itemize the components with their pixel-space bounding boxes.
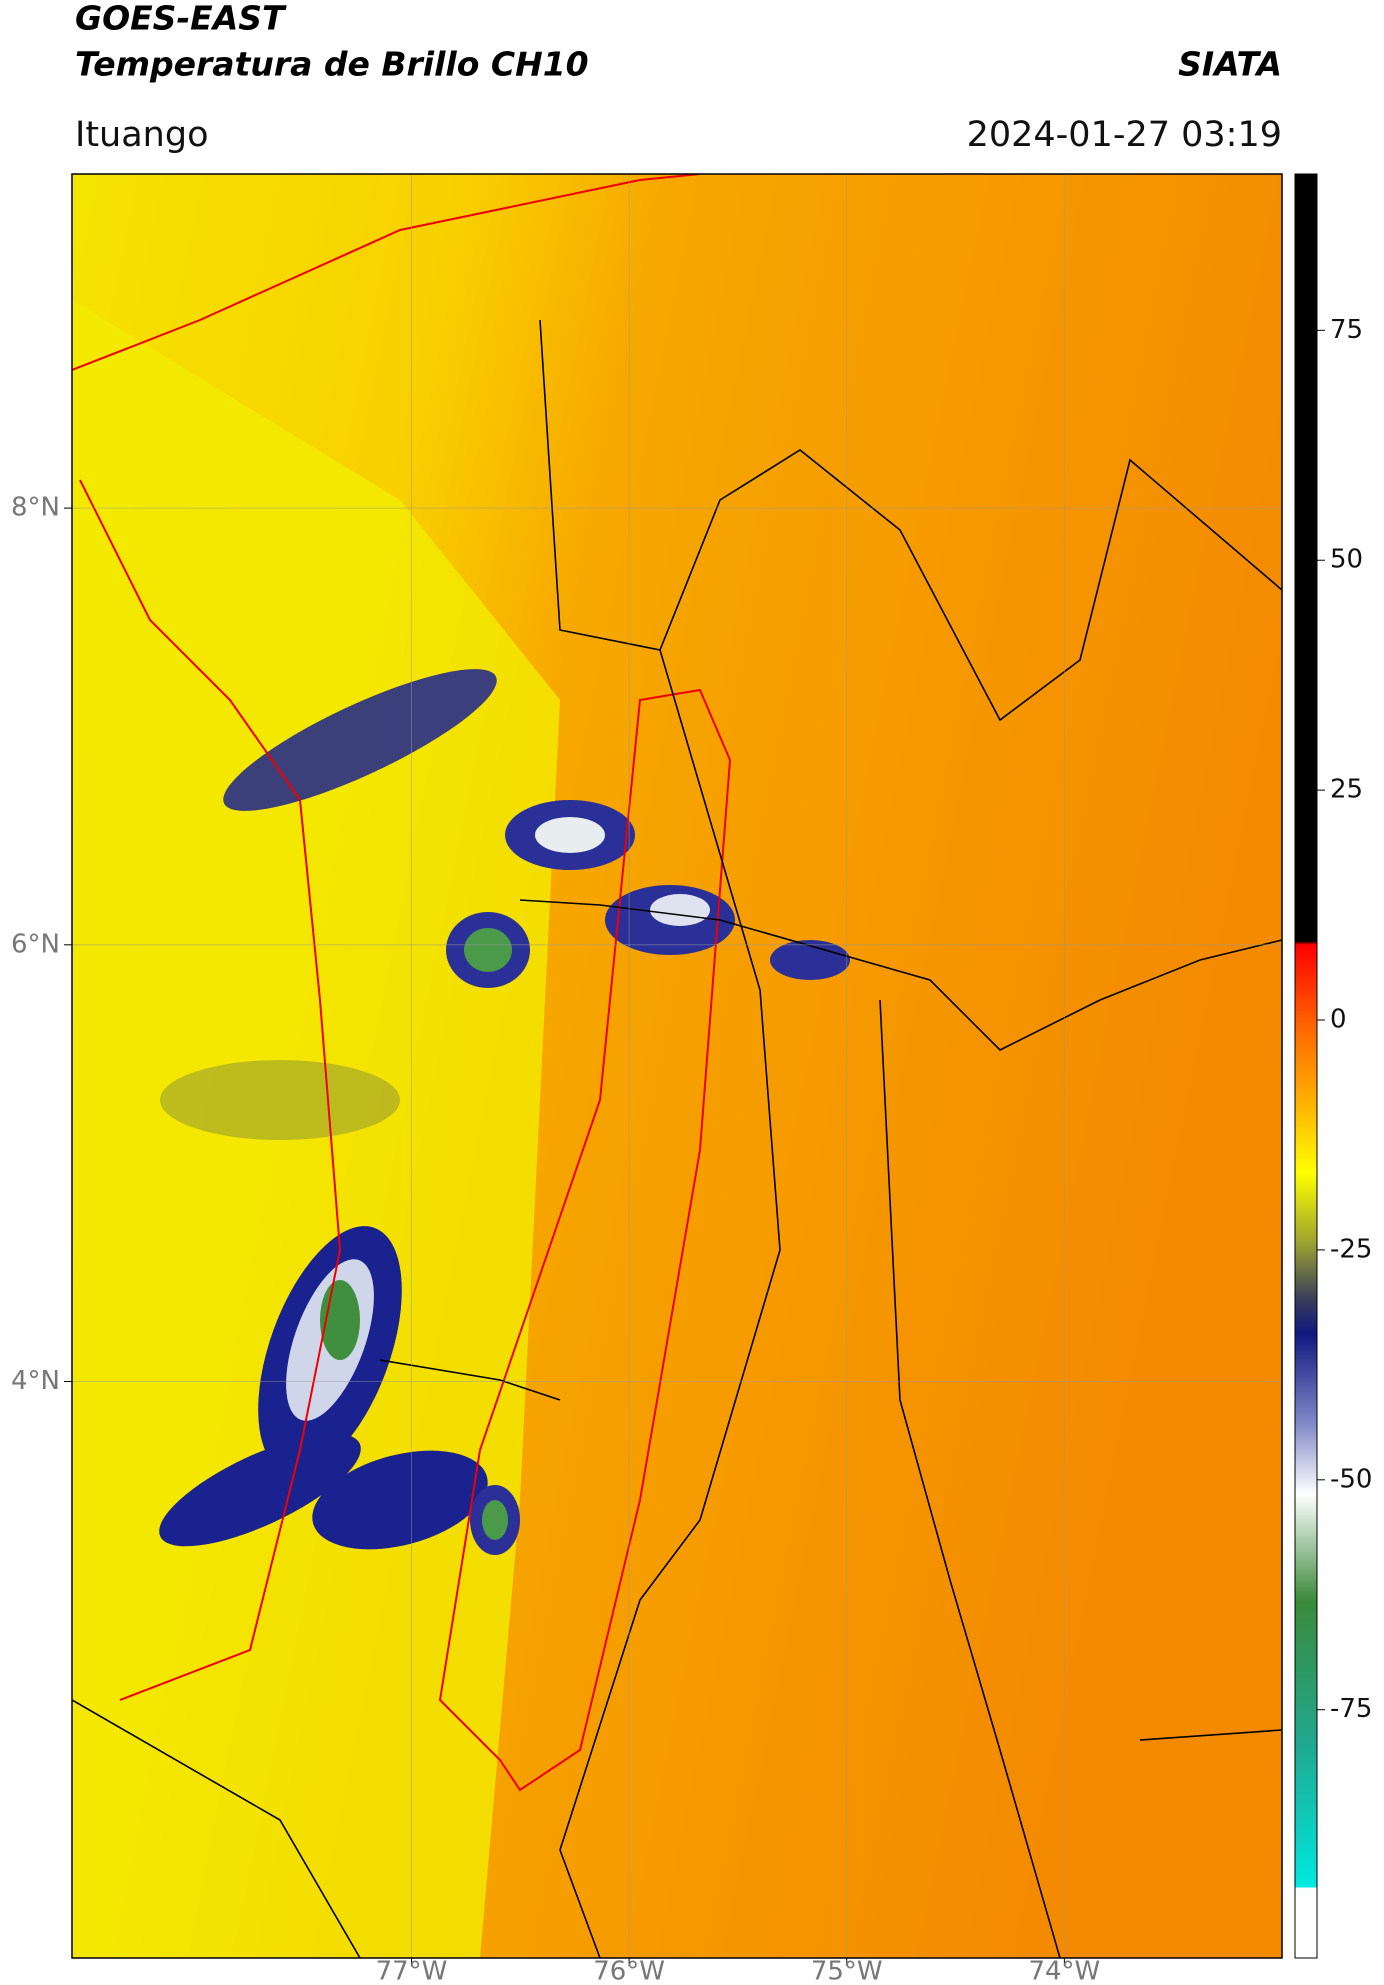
- colorbar-tick-label: 50: [1330, 545, 1363, 575]
- timestamp: 2024-01-27 03:19: [967, 115, 1282, 155]
- lon-tick-label: 75°W: [811, 1957, 883, 1982]
- lat-tick-label: 4°N: [11, 1366, 60, 1396]
- colorbar-tick-label: -50: [1330, 1464, 1372, 1494]
- lon-tick-label: 77°W: [376, 1957, 448, 1982]
- title: GOES-EAST: [75, 0, 287, 38]
- lat-tick-label: 6°N: [11, 929, 60, 959]
- map-image: [72, 174, 1282, 1958]
- colorbar-tick-label: 25: [1330, 775, 1363, 805]
- lon-tick-label: 76°W: [593, 1957, 665, 1982]
- map-frame: [71, 173, 1283, 1959]
- colorbar-tick-label: 75: [1330, 315, 1363, 345]
- subtitle: Temperatura de Brillo CH10: [75, 45, 589, 84]
- colorbar-tick-label: 0: [1330, 1005, 1347, 1035]
- colorbar-tick-label: -75: [1330, 1694, 1372, 1724]
- region: Ituango: [75, 115, 209, 155]
- lon-tick-label: 74°W: [1028, 1957, 1100, 1982]
- colorbar-tick-label: -25: [1330, 1234, 1372, 1264]
- brand: SIATA: [1178, 45, 1282, 84]
- lat-tick-label: 8°N: [11, 493, 60, 523]
- colorbar: [1294, 173, 1318, 1959]
